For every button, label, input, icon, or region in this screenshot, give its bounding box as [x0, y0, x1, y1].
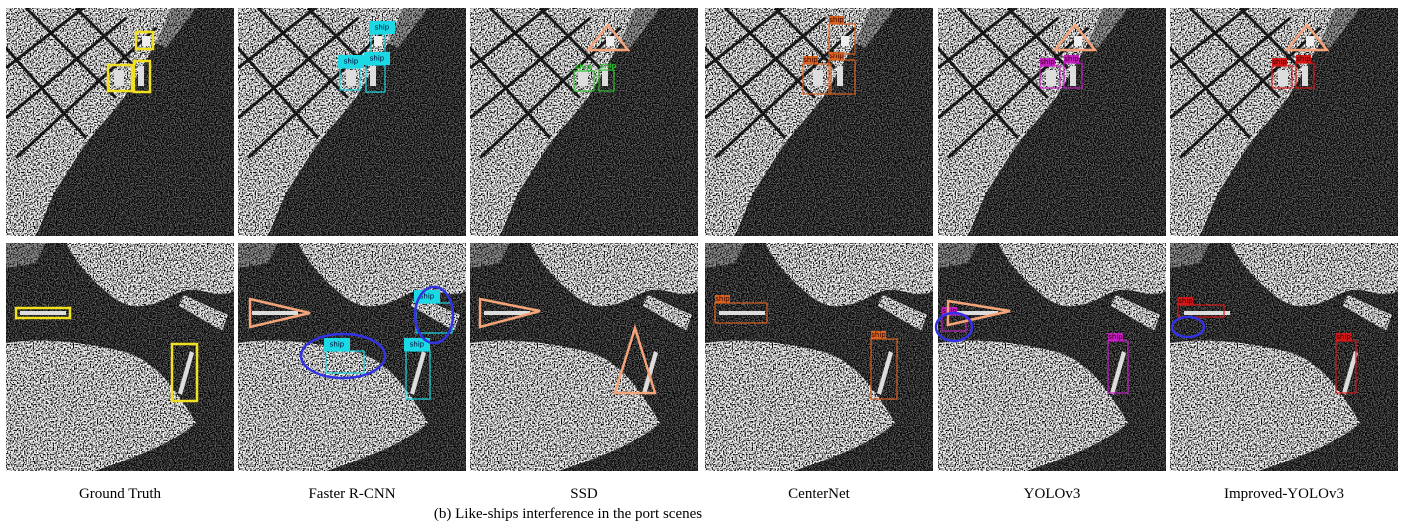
image-panel: ship ship	[938, 0, 1166, 236]
figure: shipshipshipshipshipshipshipshipshipship…	[0, 0, 1404, 527]
column-label: CenterNet	[788, 486, 850, 502]
box-label: ship	[375, 24, 390, 32]
sar-image	[938, 0, 1166, 236]
box-label: ship	[600, 62, 617, 70]
box-label: ship	[1064, 55, 1079, 63]
image-panel: ship ship	[1170, 0, 1398, 236]
sar-image	[1170, 243, 1398, 471]
box-label: ship	[344, 58, 359, 66]
sar-image	[238, 0, 466, 236]
box-label: ship	[715, 295, 730, 303]
image-panel	[470, 243, 698, 471]
page: shipshipshipshipshipshipshipshipshipship…	[0, 0, 1404, 527]
sar-image	[705, 0, 933, 236]
sar-image	[470, 243, 698, 471]
box-label: ship	[871, 331, 886, 339]
column-label: Faster R-CNN	[308, 486, 395, 502]
column-label: YOLOv3	[1024, 486, 1081, 502]
box-label: ship	[1178, 297, 1193, 305]
box-label: ship	[1296, 55, 1311, 63]
image-panel	[6, 243, 234, 471]
box-label: ship	[1336, 333, 1351, 341]
box-label: ship	[1108, 333, 1123, 341]
caption: (b) Like-ships interference in the port …	[434, 506, 702, 522]
box-label: ship	[829, 16, 844, 24]
box-label: ship	[829, 52, 844, 60]
box-label: ship	[1040, 58, 1055, 66]
column-label: Improved-YOLOv3	[1224, 486, 1344, 502]
image-panel: ship ship ship	[238, 0, 466, 236]
box-label: ship	[803, 56, 818, 64]
sar-image	[705, 243, 933, 471]
image-panel	[6, 0, 234, 236]
box-label: ship	[370, 55, 385, 63]
box-label: ship	[410, 341, 425, 349]
sar-image	[238, 243, 466, 471]
image-panel: ship ship	[1170, 243, 1398, 471]
sar-image	[6, 243, 234, 471]
image-panel: ship ship	[705, 243, 933, 471]
sar-image	[6, 0, 234, 236]
sar-image	[1170, 0, 1398, 236]
box-label: ship	[330, 341, 345, 349]
sar-image	[470, 0, 698, 236]
box-label: ship	[1272, 58, 1287, 66]
sar-image	[938, 243, 1166, 471]
column-label: Ground Truth	[79, 486, 162, 502]
image-panel: ship ship ship	[705, 0, 933, 236]
column-label: SSD	[570, 486, 598, 502]
box-label: ship	[575, 63, 592, 71]
image-panel: ship ship	[470, 0, 698, 236]
